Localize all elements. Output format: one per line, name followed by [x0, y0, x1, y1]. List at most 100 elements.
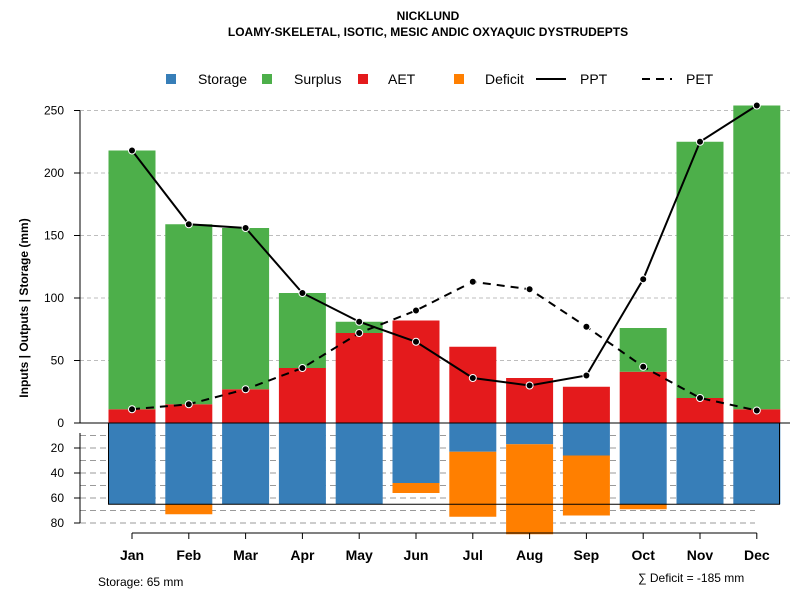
x-tick-label: Sep [574, 547, 600, 563]
surplus-legend-label: Surplus [294, 71, 341, 87]
chart-subtitle: LOAMY-SKELETAL, ISOTIC, MESIC ANDIC OXYA… [228, 25, 628, 39]
x-tick-label: Jul [463, 547, 483, 563]
x-tick-label: Feb [176, 547, 201, 563]
aet-bar [733, 409, 781, 423]
axis-labels: Jan Feb Mar Apr May Jun Jul Aug Sep Oct Nov Dec 0 50 1… [44, 104, 770, 564]
chart-title: NICKLUND [397, 9, 460, 23]
aet-bar [222, 389, 270, 423]
aet-bar [278, 368, 326, 423]
storage-bar [392, 423, 440, 483]
y-tick-label: 200 [44, 166, 64, 180]
x-tick-label: Aug [516, 547, 543, 563]
storage-legend-label: Storage [198, 71, 247, 87]
aet-bar [449, 346, 497, 423]
storage-bar [165, 423, 213, 505]
ppt-legend-label: PPT [580, 71, 608, 87]
pet-point [184, 400, 193, 409]
deficit-note: ∑ Deficit = -185 mm [638, 571, 744, 585]
bars [108, 105, 781, 535]
ppt-point [468, 374, 477, 382]
x-tick-label: Oct [632, 547, 656, 563]
surplus-bar [676, 141, 724, 398]
pet-point [582, 322, 591, 331]
y-tick-label: 100 [44, 291, 64, 305]
pet-point [241, 385, 250, 394]
ppt-point [639, 275, 648, 284]
storage-utilization-bar [165, 504, 213, 515]
aet-legend-swatch [358, 74, 368, 84]
ppt-point [241, 224, 250, 232]
aet-legend-label: AET [388, 71, 416, 87]
aet-bar [562, 386, 610, 423]
ppt-point [696, 137, 704, 146]
x-tick-label: Mar [233, 547, 258, 563]
aet-bar [676, 398, 724, 423]
pet-point [752, 406, 761, 415]
ppt-point [582, 371, 591, 380]
y-axis-label: Inputs | Outputs | Storage (mm) [17, 218, 31, 397]
storage-bar [449, 423, 497, 452]
storage-note: Storage: 65 mm [98, 575, 183, 589]
storage-bar [335, 423, 383, 505]
storage-bar [108, 423, 156, 505]
storage-bar [222, 423, 270, 505]
aet-bar [108, 409, 156, 423]
y-tick-label: 50 [51, 354, 65, 368]
deficit-bar [449, 451, 497, 517]
surplus-bar [335, 321, 383, 333]
ppt-point [412, 337, 420, 346]
y-tick-label: 250 [44, 104, 64, 118]
pet-point [128, 405, 136, 414]
storage-bar [619, 423, 667, 505]
ppt-line [131, 104, 758, 387]
x-tick-label: Jun [404, 547, 429, 563]
legend: Storage Surplus AET Deficit PPT PET [166, 71, 714, 87]
ppt-point [128, 146, 136, 155]
surplus-bar [278, 293, 326, 368]
ppt-point [752, 101, 761, 110]
deficit-legend-label: Deficit [485, 71, 524, 87]
deficit-bar [619, 504, 667, 510]
y-tick-label: 150 [44, 229, 64, 243]
ppt-point [355, 317, 364, 326]
pet-point [639, 362, 648, 371]
ppt-point [525, 381, 534, 390]
aet-bar [392, 320, 440, 423]
y-tick-label: 80 [51, 516, 65, 530]
y-tick-label: 60 [51, 491, 65, 505]
y-tick-label: 40 [51, 466, 65, 480]
deficit-legend-swatch [454, 74, 464, 84]
x-tick-label: May [346, 547, 373, 563]
y-tick-label: 20 [51, 441, 65, 455]
pet-point [355, 329, 364, 337]
deficit-bar [392, 483, 440, 493]
surplus-bar [222, 228, 270, 390]
ppt-point [184, 220, 193, 229]
pet-point [298, 364, 307, 372]
deficit-bar [506, 444, 554, 535]
aet-bar [165, 404, 213, 423]
pet-legend-label: PET [686, 71, 714, 87]
pet-point [468, 277, 477, 286]
storage-bar [506, 423, 554, 445]
series-lines [128, 101, 761, 415]
storage-bar [278, 423, 326, 505]
storage-bar [562, 423, 610, 456]
aet-bar [335, 333, 383, 423]
surplus-bar [733, 105, 781, 410]
surplus-legend-swatch [262, 74, 272, 84]
pet-point [525, 285, 534, 294]
storage-legend-swatch [166, 74, 176, 84]
ppt-point [298, 289, 307, 297]
x-tick-label: Jan [120, 547, 144, 563]
pet-point [696, 394, 704, 402]
aet-bar [619, 371, 667, 423]
surplus-bar [165, 224, 213, 405]
x-tick-label: Dec [744, 547, 770, 563]
deficit-bar [562, 455, 610, 516]
pet-point [412, 306, 420, 315]
axes [74, 110, 790, 539]
pet-line [131, 280, 758, 412]
surplus-bar [108, 150, 156, 410]
